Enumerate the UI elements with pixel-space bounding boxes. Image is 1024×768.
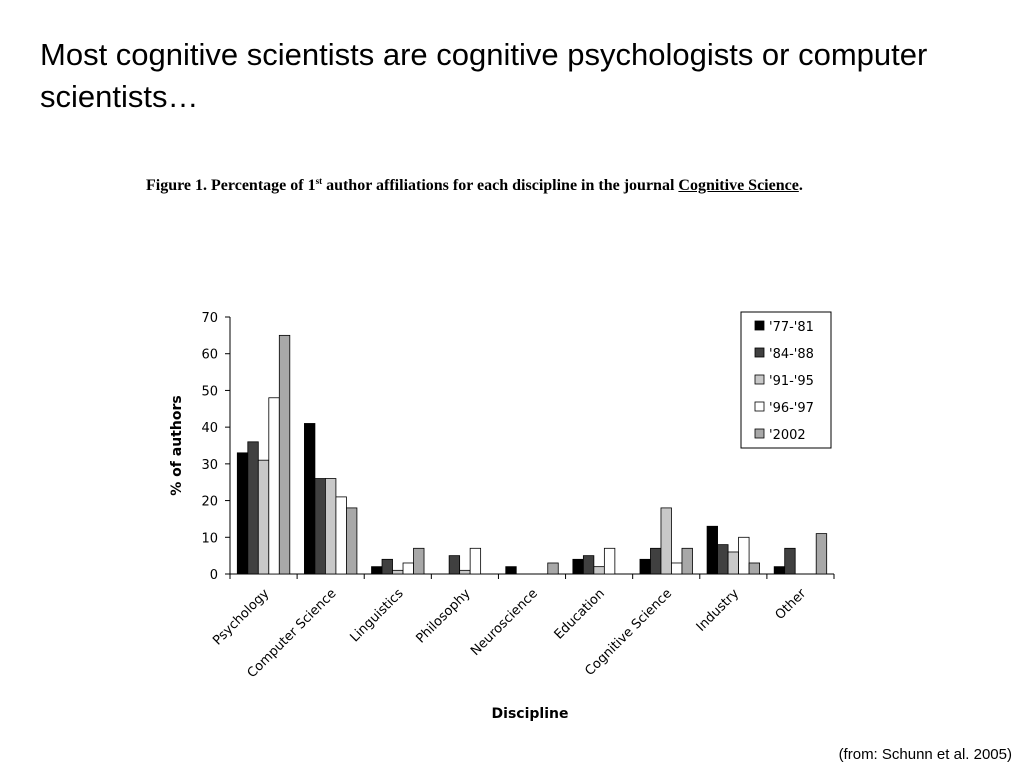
bar (469, 547, 482, 575)
y-tick-label: 40 (201, 421, 218, 436)
x-category-label: Education (552, 586, 608, 642)
y-tick-label: 0 (210, 568, 218, 583)
y-tick-label: 50 (201, 384, 218, 399)
legend-label: '2002 (769, 428, 806, 443)
bar (346, 507, 358, 575)
bar (815, 533, 828, 575)
y-tick-label: 10 (201, 531, 218, 546)
bar (572, 558, 584, 575)
bar (671, 562, 683, 575)
bar (784, 547, 796, 575)
bar (748, 562, 760, 575)
y-axis-title: % of authors (169, 395, 185, 495)
bar (681, 547, 693, 575)
caption-end: . (798, 177, 803, 194)
x-category-label: Other (773, 586, 810, 623)
legend-swatch (754, 374, 765, 385)
legend-swatch (754, 320, 765, 331)
bar (505, 566, 517, 575)
legend-swatch (754, 428, 765, 439)
x-category-label: Linguistics (347, 586, 406, 645)
legend-label: '84-'88 (769, 347, 814, 362)
figure-caption: Figure 1. Percentage of 1st author affil… (146, 160, 846, 207)
bar (603, 547, 616, 575)
source-citation: (from: Schunn et al. 2005) (838, 746, 1012, 763)
bar (381, 558, 393, 575)
bar (547, 562, 559, 575)
x-axis-title: Discipline (492, 706, 569, 722)
bar (593, 566, 605, 575)
bar (582, 555, 595, 575)
bar (314, 478, 326, 575)
x-category-label: Industry (694, 586, 743, 635)
bar (247, 441, 259, 575)
slide-title: Most cognitive scientists are cognitive … (40, 37, 928, 114)
bar (448, 555, 461, 575)
caption-superscript: st (315, 176, 323, 186)
legend-label: '91-'95 (769, 374, 814, 389)
y-tick-label: 20 (201, 495, 218, 510)
bar (738, 536, 750, 575)
bar (402, 562, 414, 575)
caption-middle: author affiliations for each discipline … (322, 177, 679, 194)
x-category-label: Psychology (210, 586, 272, 648)
legend-label: '96-'97 (769, 401, 814, 416)
bar (706, 525, 718, 575)
y-tick-label: 60 (201, 348, 218, 363)
bar (717, 544, 729, 575)
bar (268, 397, 280, 575)
bar (650, 547, 662, 575)
legend-swatch (754, 347, 765, 358)
bar (459, 569, 471, 575)
legend-label: '77-'81 (769, 320, 814, 335)
y-tick-label: 70 (201, 311, 218, 326)
bar (325, 478, 337, 575)
x-category-label: Philosophy (413, 586, 473, 646)
bar (773, 566, 786, 575)
caption-journal-name: Cognitive Science (678, 177, 799, 194)
legend-swatch (754, 401, 765, 412)
bar (371, 566, 383, 575)
bar (639, 558, 651, 575)
bar (304, 423, 316, 575)
bar (392, 569, 404, 575)
bar (413, 547, 425, 575)
bar (727, 551, 739, 575)
bar (257, 459, 270, 575)
bar (236, 452, 249, 575)
bar (660, 507, 672, 575)
x-category-label: Neuroscience (468, 586, 541, 659)
bar (335, 496, 347, 575)
bar (278, 334, 291, 575)
caption-lead: Figure 1. Percentage of 1 (146, 177, 316, 194)
y-tick-label: 30 (201, 458, 218, 473)
